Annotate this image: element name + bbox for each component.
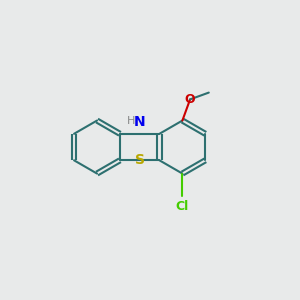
- Text: H: H: [127, 116, 136, 126]
- Text: Cl: Cl: [176, 200, 189, 213]
- Text: S: S: [135, 153, 145, 167]
- Text: O: O: [185, 93, 195, 106]
- Text: N: N: [134, 115, 146, 128]
